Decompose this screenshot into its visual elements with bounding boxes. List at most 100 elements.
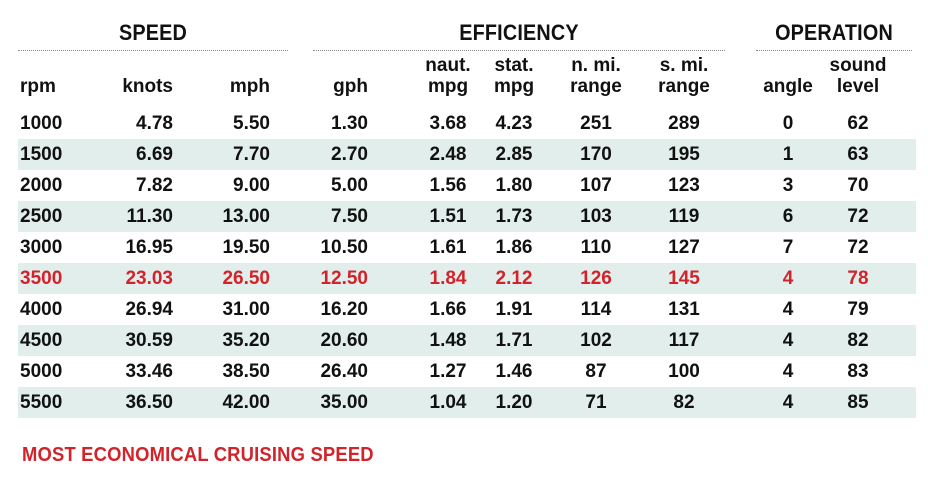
table-cell: 170 [580, 144, 612, 165]
table-cell: 4000 [20, 299, 63, 320]
table-cell: 35.20 [222, 330, 270, 351]
table-row: 4000 26.94 31.00 16.20 1.66 1.91 114 131 4 79 [18, 294, 916, 325]
table-cell: 2000 [20, 175, 63, 196]
column-header: stat. mpg [454, 55, 574, 97]
table-row: 1000 4.78 5.50 1.30 3.68 4.23 251 289 0 62 [18, 108, 916, 139]
table-cell: 3 [782, 175, 794, 196]
table-cell: 289 [668, 113, 700, 134]
column-header-line: gph [333, 76, 368, 97]
group-rule [313, 50, 725, 51]
table-cell: 114 [580, 299, 612, 320]
table-row: 2500 11.30 13.00 7.50 1.51 1.73 103 119 6 72 [18, 201, 916, 232]
table-cell: 195 [668, 144, 700, 165]
table-cell: 131 [668, 299, 700, 320]
column-header-line: sound [829, 55, 887, 76]
table-cell: 1.46 [495, 361, 533, 382]
table-cell: 3000 [20, 237, 63, 258]
table-cell: 33.46 [125, 361, 173, 382]
column-header-line: knots [122, 76, 173, 97]
column-header-line: rpm [20, 76, 56, 97]
table-cell: 119 [668, 206, 700, 227]
table-cell: 103 [580, 206, 612, 227]
table-cell: 5000 [20, 361, 63, 382]
table-cell: 2.12 [495, 268, 533, 289]
table-cell: 1.91 [495, 299, 533, 320]
table-cell: 42.00 [222, 392, 270, 413]
table-cell: 3.68 [429, 113, 467, 134]
group-title-efficiency: EFFICIENCY [459, 20, 579, 45]
table-cell: 1.20 [495, 392, 533, 413]
table-cell: 1.27 [429, 361, 467, 382]
table-cell: 11.30 [126, 206, 174, 227]
table-cell: 4.23 [495, 113, 533, 134]
table-cell: 10.50 [320, 237, 368, 258]
column-header-line: n. mi. [571, 55, 621, 76]
table-cell: 117 [668, 330, 700, 351]
table-cell: 1 [782, 144, 794, 165]
table-cell: 100 [668, 361, 700, 382]
group-rule [18, 50, 288, 51]
table-cell: 7 [782, 237, 794, 258]
table-cell: 1.71 [495, 330, 533, 351]
table-row: 3500 23.03 26.50 12.50 1.84 2.12 126 145 4 78 [18, 263, 916, 294]
table-cell: 62 [847, 113, 869, 134]
column-header: mph [150, 76, 270, 97]
table-cell: 23.03 [125, 268, 173, 289]
table-cell: 2.70 [331, 144, 368, 165]
table-cell: 85 [847, 392, 869, 413]
table-cell: 79 [847, 299, 869, 320]
column-header-line: s. mi. [659, 55, 709, 76]
group-rule [756, 50, 912, 51]
table-cell: 9.00 [233, 175, 270, 196]
table-cell: 38.50 [222, 361, 270, 382]
table-row: 2000 7.82 9.00 5.00 1.56 1.80 107 123 3 70 [18, 170, 916, 201]
table-cell: 19.50 [222, 237, 270, 258]
table-cell: 31.00 [222, 299, 270, 320]
table-cell: 3500 [20, 268, 63, 289]
column-header: rpm [20, 76, 56, 97]
table-cell: 1.56 [429, 175, 467, 196]
table-cell: 70 [847, 175, 869, 196]
table-cell: 26.50 [222, 268, 270, 289]
table-cell: 26.40 [320, 361, 368, 382]
table-cell: 2500 [20, 206, 63, 227]
table-cell: 7.50 [331, 206, 368, 227]
table-cell: 5.00 [331, 175, 368, 196]
table-cell: 20.60 [320, 330, 368, 351]
table-cell: 82 [673, 392, 695, 413]
table-cell: 1.84 [429, 268, 467, 289]
column-header: n. mi. range [536, 55, 656, 97]
column-header-line: naut. [425, 55, 471, 76]
table-cell: 12.50 [320, 268, 368, 289]
table-cell: 1.86 [495, 237, 533, 258]
table-row: 5500 36.50 42.00 35.00 1.04 1.20 71 82 4 85 [18, 387, 916, 418]
table-cell: 102 [580, 330, 612, 351]
table-cell: 1500 [20, 144, 63, 165]
table-cell: 0 [782, 113, 794, 134]
table-cell: 4 [782, 268, 794, 289]
table-cell: 6 [782, 206, 794, 227]
table-cell: 6.69 [136, 144, 173, 165]
table-cell: 35.00 [320, 392, 368, 413]
table-cell: 1.30 [331, 113, 368, 134]
column-header-line: mph [229, 76, 270, 97]
table-cell: 7.82 [136, 175, 173, 196]
table-cell: 1.61 [429, 237, 467, 258]
column-header-line: range [570, 76, 622, 97]
table-cell: 1.48 [429, 330, 467, 351]
table-cell: 2.85 [495, 144, 533, 165]
table-cell: 78 [847, 268, 869, 289]
table-cell: 4500 [20, 330, 63, 351]
table-cell: 4 [782, 361, 794, 382]
table-cell: 107 [580, 175, 612, 196]
table-cell: 63 [847, 144, 869, 165]
table-cell: 16.20 [320, 299, 368, 320]
table-cell: 16.95 [125, 237, 173, 258]
table-cell: 110 [580, 237, 612, 258]
column-header-line: mpg [493, 76, 535, 97]
table-cell: 4.78 [136, 113, 173, 134]
table-cell: 7.70 [233, 144, 270, 165]
table-cell: 4 [782, 392, 794, 413]
table-cell: 1.04 [429, 392, 467, 413]
table-cell: 1.80 [495, 175, 533, 196]
